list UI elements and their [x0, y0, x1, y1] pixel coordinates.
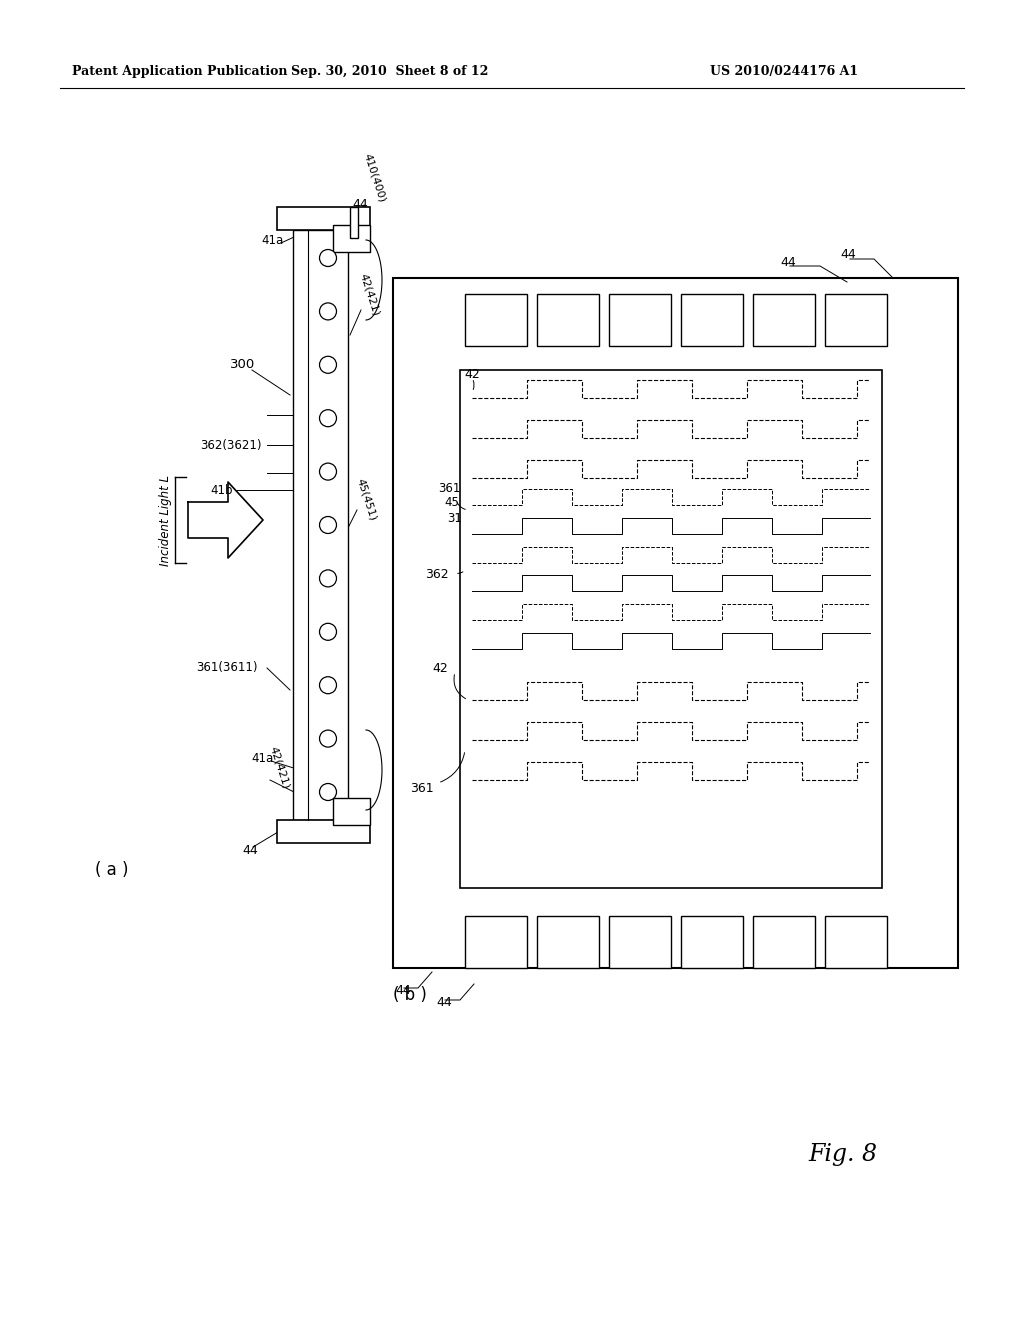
Bar	[681, 294, 742, 346]
Bar	[278, 820, 370, 843]
Text: 45: 45	[444, 496, 459, 510]
Bar	[608, 294, 671, 346]
Bar	[824, 916, 887, 968]
Text: 410(400): 410(400)	[362, 152, 387, 203]
Bar	[753, 916, 814, 968]
Text: 362(3621): 362(3621)	[200, 438, 261, 451]
Bar	[537, 916, 598, 968]
Text: 41a: 41a	[251, 751, 273, 764]
Bar	[753, 294, 814, 346]
Bar	[333, 799, 370, 825]
Bar	[465, 294, 526, 346]
Circle shape	[319, 677, 337, 694]
Circle shape	[319, 463, 337, 480]
Text: 44: 44	[436, 995, 452, 1008]
Text: 42: 42	[464, 367, 480, 380]
Bar	[465, 916, 526, 968]
Bar	[350, 207, 358, 238]
Circle shape	[319, 356, 337, 374]
Bar	[393, 279, 958, 968]
Circle shape	[319, 730, 337, 747]
Text: Sep. 30, 2010  Sheet 8 of 12: Sep. 30, 2010 Sheet 8 of 12	[291, 66, 488, 78]
Bar	[278, 207, 370, 230]
Text: 44: 44	[395, 983, 411, 997]
Circle shape	[319, 302, 337, 319]
Circle shape	[319, 249, 337, 267]
Text: Incident Light L: Incident Light L	[159, 474, 171, 565]
Bar	[460, 370, 882, 888]
Text: 361(3611): 361(3611)	[196, 661, 257, 675]
Text: 42(421): 42(421)	[358, 272, 381, 318]
Text: Patent Application Publication: Patent Application Publication	[72, 66, 288, 78]
Polygon shape	[188, 482, 263, 558]
Circle shape	[319, 516, 337, 533]
Text: 44: 44	[352, 198, 368, 211]
Text: US 2010/0244176 A1: US 2010/0244176 A1	[710, 66, 858, 78]
Bar	[824, 294, 887, 346]
Text: 361: 361	[438, 482, 461, 495]
Bar	[333, 224, 370, 252]
Text: 41a: 41a	[261, 234, 284, 247]
Circle shape	[319, 623, 337, 640]
Circle shape	[319, 409, 337, 426]
Text: 361: 361	[410, 781, 433, 795]
Text: 44: 44	[780, 256, 796, 268]
Text: 362: 362	[425, 569, 449, 582]
Bar	[681, 916, 742, 968]
Circle shape	[319, 570, 337, 587]
Text: 41b: 41b	[210, 483, 232, 496]
Text: 44: 44	[242, 843, 258, 857]
Text: Fig. 8: Fig. 8	[808, 1143, 877, 1167]
Text: 45(451): 45(451)	[355, 478, 378, 523]
Text: 31: 31	[447, 511, 462, 524]
Text: ( a ): ( a )	[95, 861, 128, 879]
Text: 42(421): 42(421)	[268, 746, 291, 791]
Bar	[293, 230, 348, 820]
Text: ( b ): ( b )	[393, 986, 427, 1005]
Text: 300: 300	[230, 359, 255, 371]
Circle shape	[319, 784, 337, 800]
Text: 44: 44	[840, 248, 856, 261]
Text: 42: 42	[432, 661, 447, 675]
Bar	[537, 294, 598, 346]
Bar	[608, 916, 671, 968]
